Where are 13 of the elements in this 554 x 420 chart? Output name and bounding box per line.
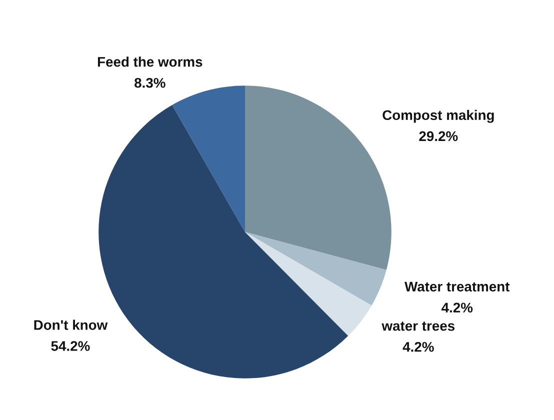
data-label: 8.3% xyxy=(134,78,166,88)
slice-label: Don't know xyxy=(34,320,108,330)
slice-label: Feed the worms xyxy=(98,56,202,67)
data-label: 4.2% xyxy=(402,342,434,352)
slice-label: Compost making xyxy=(382,110,494,123)
slice-label: Water treatment xyxy=(404,282,510,292)
pie-slice xyxy=(245,232,386,306)
data-label: 4.2% xyxy=(442,302,473,312)
pie-slice xyxy=(172,86,245,232)
data-label: 54.2% xyxy=(51,341,90,351)
data-label: 29.2% xyxy=(419,131,458,142)
pie-slice xyxy=(245,232,372,336)
slice-label: water trees xyxy=(382,322,455,331)
